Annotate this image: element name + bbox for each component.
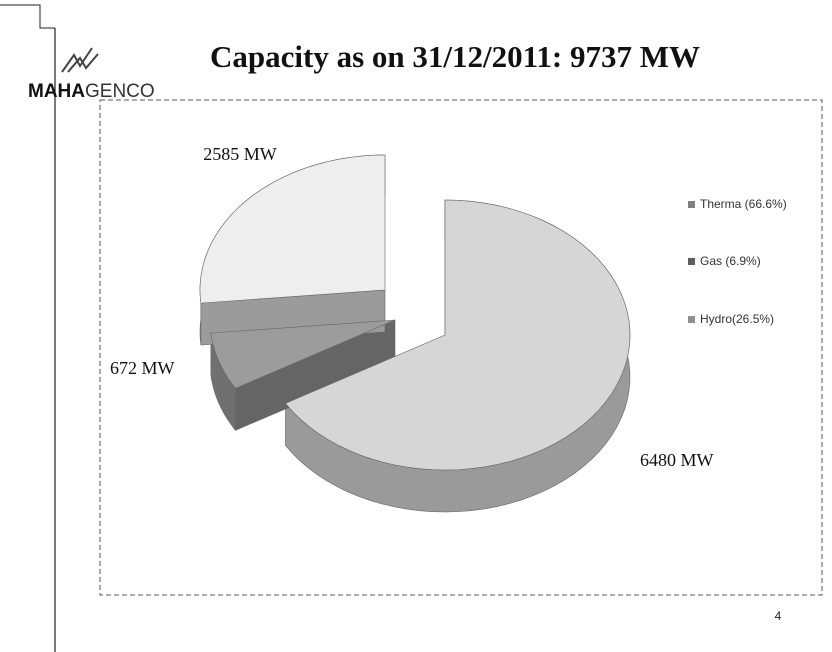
data-label: 672 MW <box>110 358 175 378</box>
slice <box>199 154 386 304</box>
slice <box>210 319 396 389</box>
slice <box>284 199 631 471</box>
legend-label: Hydro(26.5%) <box>700 312 774 326</box>
chart-frame <box>99 99 823 596</box>
legend-swatch <box>688 201 695 208</box>
page-number: 4 <box>775 609 782 623</box>
logo-icon <box>61 47 99 73</box>
legend-swatch <box>688 258 695 265</box>
logo-bold: MAHA <box>28 81 85 102</box>
logo-light: GENCO <box>85 81 155 102</box>
logo-text: MAHAGENCO <box>28 81 155 102</box>
data-label: 6480 MW <box>640 450 714 470</box>
chart-title: Capacity as on 31/12/2011: 9737 MW <box>210 39 700 74</box>
corner-line <box>0 4 55 29</box>
legend-label: Therma (66.6%) <box>700 197 787 211</box>
data-label: 2585 MW <box>203 144 277 164</box>
legend-label: Gas (6.9%) <box>700 254 761 268</box>
pie <box>199 154 631 513</box>
legend-swatch <box>688 316 695 323</box>
